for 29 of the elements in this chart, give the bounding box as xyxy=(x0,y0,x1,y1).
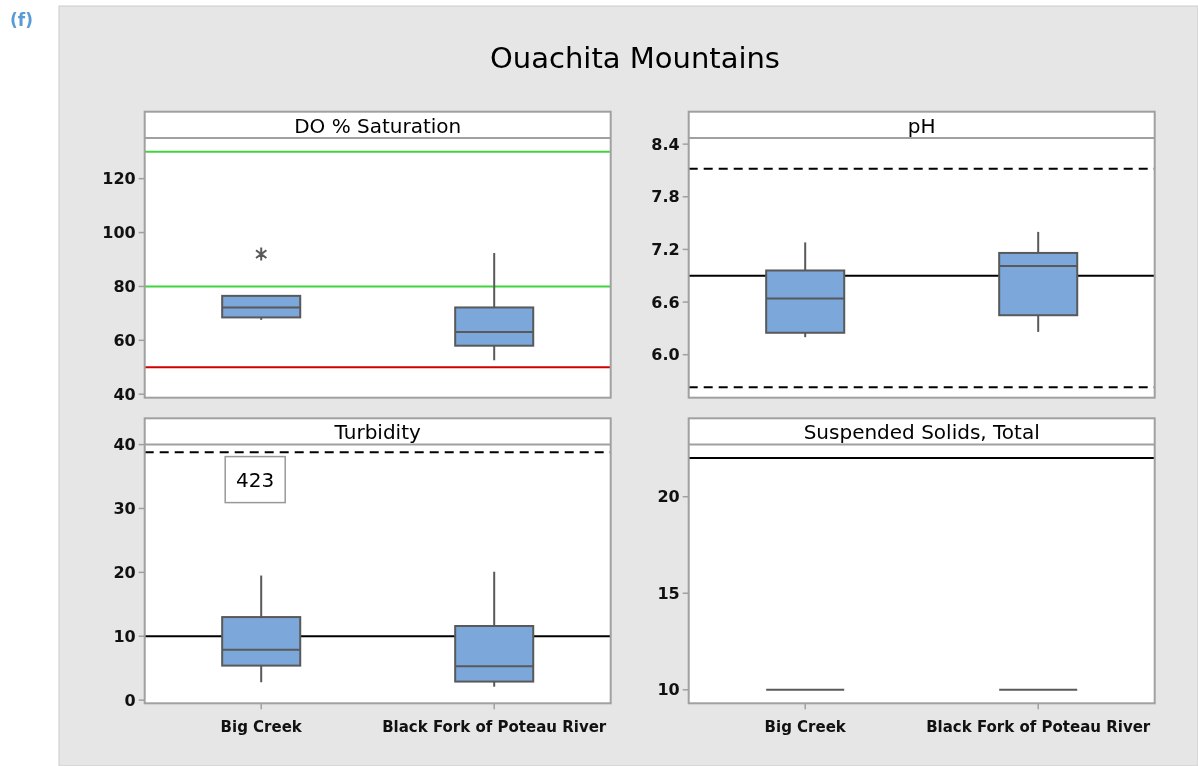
y-tick-label: 120 xyxy=(102,169,136,189)
chart-title: Suspended Solids, Total xyxy=(803,420,1040,445)
y-tick-label: 10 xyxy=(657,680,680,700)
annotation: 423 xyxy=(236,467,275,492)
y-tick-label: 60 xyxy=(113,330,136,350)
y-tick-label: 6.0 xyxy=(651,345,680,365)
chart-title: DO % Saturation xyxy=(294,113,462,138)
y-tick-label: 15 xyxy=(657,583,680,603)
y-tick-label: 20 xyxy=(113,562,136,582)
x-tick-label: Big Creek xyxy=(764,718,847,737)
x-tick-label: Black Fork of Poteau River xyxy=(926,718,1151,737)
text: (f) xyxy=(10,10,33,30)
text: Ouachita Mountains xyxy=(490,41,780,75)
y-tick-label: 30 xyxy=(113,498,136,518)
y-tick-label: 6.6 xyxy=(651,292,680,312)
y-tick-label: 0 xyxy=(124,690,136,710)
y-tick-label: 7.2 xyxy=(651,239,680,259)
y-tick-label: 10 xyxy=(113,626,136,646)
y-tick-label: 40 xyxy=(113,435,136,455)
y-tick-label: 40 xyxy=(113,384,136,404)
y-tick-label: 20 xyxy=(657,487,680,507)
chart-title: pH xyxy=(907,113,936,138)
x-tick-label: Big Creek xyxy=(220,718,303,737)
chart-title: Turbidity xyxy=(333,420,421,445)
y-tick-label: 8.4 xyxy=(651,134,680,154)
y-tick-label: 80 xyxy=(113,276,136,296)
x-tick-label: Black Fork of Poteau River xyxy=(382,718,607,737)
y-tick-label: 7.8 xyxy=(651,187,680,207)
y-tick-label: 100 xyxy=(102,223,136,243)
